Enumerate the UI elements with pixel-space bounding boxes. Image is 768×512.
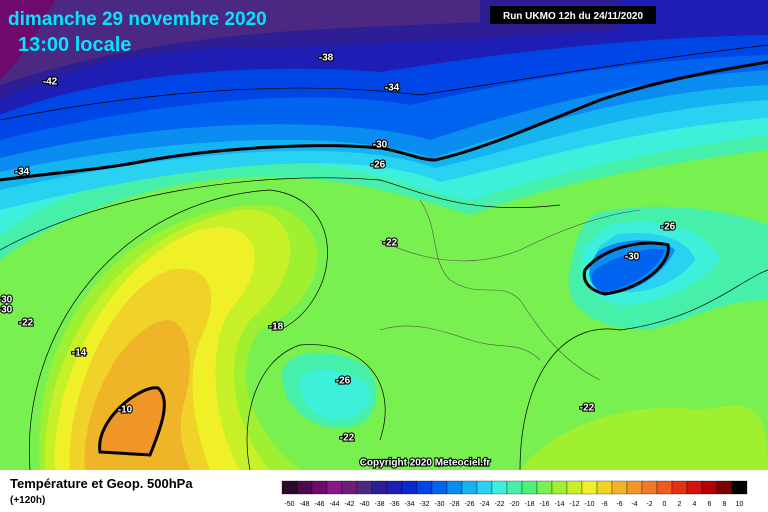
scale-label: -24 <box>479 501 489 508</box>
scale-swatch <box>641 480 658 495</box>
scale-swatch <box>521 480 538 495</box>
scale-label: -22 <box>494 501 504 508</box>
scale-label: -44 <box>329 501 339 508</box>
copyright: Copyright 2020 Meteociel.fr <box>360 458 491 469</box>
scale-label: -10 <box>584 501 594 508</box>
map-background <box>0 0 768 470</box>
contour-label: -26 <box>336 376 351 387</box>
contour-label: -18 <box>269 322 284 333</box>
scale-label: -46 <box>314 501 324 508</box>
scale-swatch <box>296 480 313 495</box>
scale-label: -4 <box>631 501 637 508</box>
scale-swatch <box>446 480 463 495</box>
color-scale: -50 -48 -46 -44 -42 -40 -38 -36 -34 -32 -30 -28 -26-… <box>281 480 748 508</box>
scale-label: -2 <box>646 501 652 508</box>
scale-label: -48 <box>299 501 309 508</box>
contour-label: -26 <box>371 160 386 171</box>
scale-swatch <box>701 480 718 495</box>
contour-label: -34 <box>385 83 400 94</box>
scale-label: -16 <box>539 501 549 508</box>
scale-label: -6 <box>616 501 622 508</box>
scale-swatch <box>311 480 328 495</box>
scale-label: -14 <box>554 501 564 508</box>
contour-label: -42 <box>43 77 58 88</box>
scale-swatch <box>356 480 373 495</box>
scale-label: 10 <box>736 501 744 508</box>
scale-swatch <box>716 480 733 495</box>
contour-label: -30 <box>0 305 13 316</box>
contour-label: -30 <box>0 295 13 306</box>
scale-swatch <box>371 480 388 495</box>
scale-label: -38 <box>374 501 384 508</box>
map-time: 13:00 locale <box>18 34 131 56</box>
map-title: dimanche 29 novembre 2020 <box>8 9 267 30</box>
contour-label: -26 <box>661 222 676 233</box>
scale-swatch <box>686 480 703 495</box>
contour-label: -14 <box>72 348 87 359</box>
contours <box>0 44 768 471</box>
scale-swatch <box>431 480 448 495</box>
scale-label: -34 <box>404 501 414 508</box>
scale-label: -30 <box>434 501 444 508</box>
scale-label: 0 <box>663 501 667 508</box>
scale-label: -26 <box>464 501 474 508</box>
scale-label: 6 <box>708 501 712 508</box>
scale-swatch <box>281 480 298 495</box>
scale-swatch <box>551 480 568 495</box>
scale-label: 4 <box>693 501 697 508</box>
footer-title: Température et Geop. 500hPa <box>10 476 193 491</box>
scale-swatch <box>401 480 418 495</box>
scale-swatch <box>386 480 403 495</box>
scale-swatch <box>416 480 433 495</box>
scale-swatch <box>476 480 493 495</box>
map-labels: -42-38-34-34-30-26-22-18-14-10-26-22-22-… <box>0 52 677 445</box>
scale-swatch <box>326 480 343 495</box>
contour-label: -34 <box>15 167 30 178</box>
scale-label: -18 <box>524 501 534 508</box>
run-info: Run UKMO 12h du 24/11/2020 <box>503 11 643 22</box>
contour-label: -22 <box>383 238 398 249</box>
scale-label: -28 <box>449 501 459 508</box>
scale-swatch <box>461 480 478 495</box>
scale-swatch <box>341 480 358 495</box>
contour-label: -22 <box>340 433 355 444</box>
scale-swatch <box>536 480 553 495</box>
scale-label: -32 <box>419 501 429 508</box>
contour-label: -38 <box>319 53 334 64</box>
scale-swatch <box>611 480 628 495</box>
contour-label: -30 <box>625 252 640 263</box>
contour-label: -10 <box>118 405 133 416</box>
scale-label: -8 <box>601 501 607 508</box>
contour-label: -22 <box>580 403 595 414</box>
scale-swatch <box>671 480 688 495</box>
scale-swatch <box>626 480 643 495</box>
scale-swatch <box>506 480 523 495</box>
scale-label: -20 <box>509 501 519 508</box>
scale-label: -12 <box>569 501 579 508</box>
scale-label: 2 <box>678 501 682 508</box>
scale-swatch <box>596 480 613 495</box>
scale-swatch <box>731 480 748 495</box>
scale-swatch <box>581 480 598 495</box>
scale-label: -36 <box>389 501 399 508</box>
scale-swatch <box>566 480 583 495</box>
scale-swatch <box>656 480 673 495</box>
run-box <box>490 6 656 24</box>
footer-lead: (+120h) <box>10 495 45 506</box>
contour-label: -22 <box>19 318 34 329</box>
scale-label: 8 <box>723 501 727 508</box>
scale-swatch <box>491 480 508 495</box>
scale-label: -40 <box>359 501 369 508</box>
contour-label: -30 <box>373 140 388 151</box>
scale-label: -42 <box>344 501 354 508</box>
scale-label: -50 <box>284 501 294 508</box>
